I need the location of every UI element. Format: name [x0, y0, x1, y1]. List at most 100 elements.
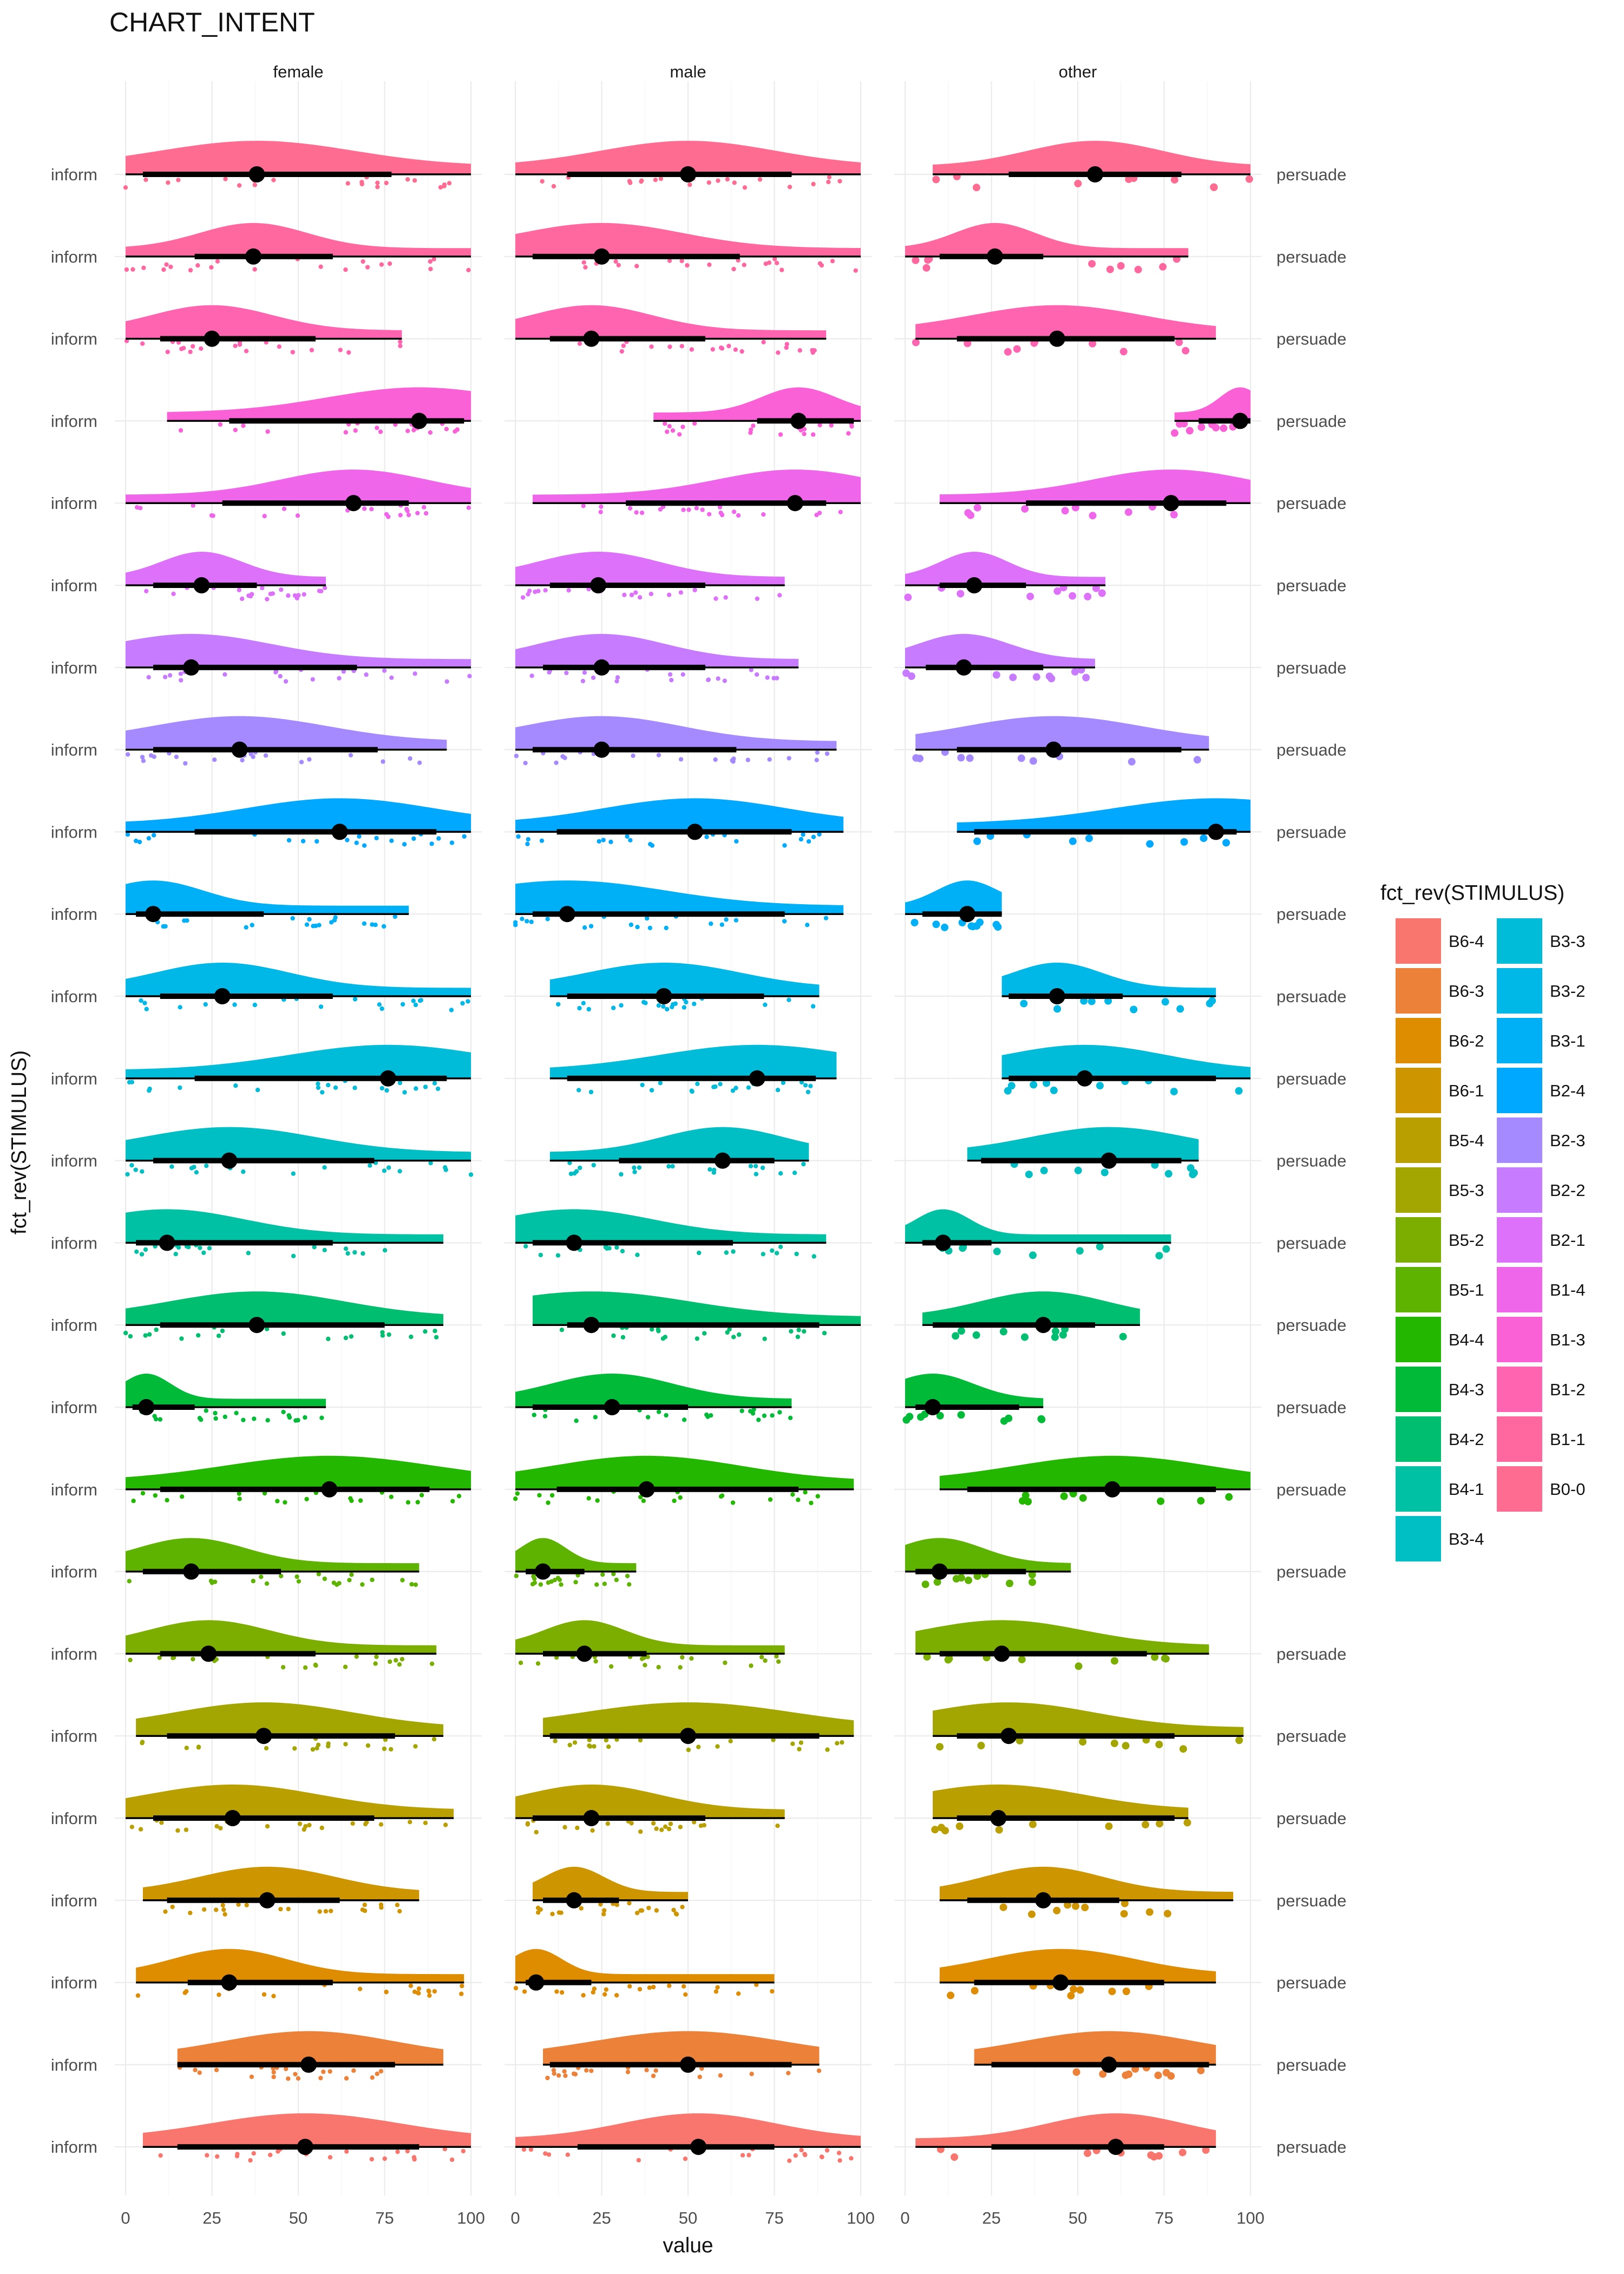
raindrop-point [704, 834, 709, 839]
raindrop-point [625, 2069, 631, 2075]
raindrop-point [686, 1747, 691, 1753]
raindrop-point [627, 179, 632, 184]
raindrop-point [559, 1328, 565, 1332]
raindrop-point [1183, 1819, 1191, 1827]
raindrop-point [1161, 998, 1169, 1006]
legend-key [1396, 1018, 1441, 1063]
raindrop-point [140, 1741, 145, 1746]
raindrop-point [667, 258, 672, 263]
median-point [297, 2139, 313, 2155]
raindrop-point [717, 505, 723, 509]
raindrop-point [647, 1985, 652, 1990]
raindrop-point [1092, 584, 1100, 592]
raindrop-point [1147, 2151, 1155, 2159]
raindrop-point [1021, 1491, 1030, 1499]
raindrop-point [191, 503, 195, 508]
raindrop-point [731, 1335, 736, 1339]
raindrop-point [731, 509, 737, 514]
raindrop-point [175, 1828, 180, 1833]
raindrop-point [215, 259, 220, 264]
raindrop-point [802, 427, 807, 432]
raindrop-point [679, 344, 684, 349]
raindrop-point [1145, 1908, 1154, 1916]
raindrop-point [232, 1002, 237, 1007]
raindrop-point [1124, 508, 1132, 516]
density-shape [549, 963, 820, 996]
raindrop-point [364, 1820, 369, 1825]
raindrop-point [378, 429, 383, 434]
row-B4-3: inform persuade [51, 1374, 1346, 1425]
row-label-left: inform [51, 247, 97, 266]
raindrop-point [244, 349, 249, 354]
row-label-left: inform [51, 1974, 97, 1992]
raindrop-point [127, 1579, 132, 1584]
raindrop-point [941, 923, 948, 931]
row-label-left: inform [51, 741, 97, 760]
raindrop-point [603, 1245, 608, 1250]
raindrop-point [959, 1244, 967, 1252]
raindrop-point [599, 504, 604, 509]
raindrop-point [759, 1655, 764, 1659]
raindrop-point [296, 1579, 302, 1584]
raindrop-point [567, 1742, 572, 1748]
raindrop-point [1155, 1741, 1163, 1748]
raindrop-point [992, 920, 1000, 929]
cloud-B4-1-male [515, 1209, 827, 1259]
raindrop-point [580, 678, 586, 684]
median-point [1000, 1728, 1017, 1744]
x-tick-label: 25 [592, 2208, 611, 2227]
raindrop-point [1030, 1081, 1038, 1089]
raindrop-point [911, 919, 919, 926]
legend-key [1497, 1416, 1542, 1462]
raindrop-point [775, 1088, 781, 1093]
raindrop-point [146, 675, 151, 680]
raindrop-point [249, 2074, 254, 2079]
cloud-B5-2-other [915, 1620, 1209, 1670]
raindrop-point [754, 1982, 759, 1987]
raindrop-point [450, 1499, 455, 1504]
raindrop-point [467, 674, 472, 678]
raindrop-point [1026, 592, 1034, 600]
raindrop-point [566, 588, 571, 593]
raindrop-point [1084, 2149, 1091, 2157]
density-shape [515, 1209, 827, 1243]
raindrop-point [292, 593, 298, 598]
raindrop-point [222, 1414, 227, 1419]
raindrop-point [695, 1336, 700, 1341]
raindrop-point [815, 1494, 820, 1499]
row-label-right: persuade [1276, 822, 1346, 841]
median-point [966, 577, 983, 593]
raindrop-point [1156, 1820, 1163, 1828]
raindrop-point [204, 1164, 209, 1168]
raindrop-point [734, 918, 739, 923]
raindrop-point [740, 2153, 745, 2158]
raindrop-point [251, 1578, 256, 1584]
raindrop-point [296, 1417, 300, 1423]
row-label-right: persuade [1276, 2055, 1346, 2074]
raindrop-point [189, 1166, 194, 1171]
raindrop-point [142, 1001, 147, 1005]
raindrop-point [171, 591, 176, 597]
raindrop-point [295, 513, 300, 518]
raindrop-point [633, 590, 638, 595]
raindrop-point [408, 1983, 414, 1988]
raindrop-point [921, 1580, 929, 1589]
cloud-B2-3-male [514, 716, 837, 766]
raindrop-point [756, 1417, 761, 1422]
raindrop-point [386, 514, 391, 519]
raindrop-point [412, 2157, 417, 2162]
raindrop-point [518, 1661, 523, 1665]
raindrop-point [313, 923, 318, 929]
raindrop-point [702, 1331, 707, 1336]
raindrop-point [627, 1900, 632, 1906]
raindrop-point [165, 349, 170, 355]
raindrop-point [251, 2151, 256, 2156]
raindrop-point [174, 754, 179, 760]
raindrop-point [1106, 265, 1114, 273]
raindrop-point [271, 178, 276, 182]
cloud-B2-1-male [515, 552, 785, 602]
raindrop-point [435, 1086, 441, 1092]
raindrop-point [647, 925, 653, 931]
raindrop-point [999, 1328, 1007, 1336]
raindrop-point [792, 1171, 797, 1175]
